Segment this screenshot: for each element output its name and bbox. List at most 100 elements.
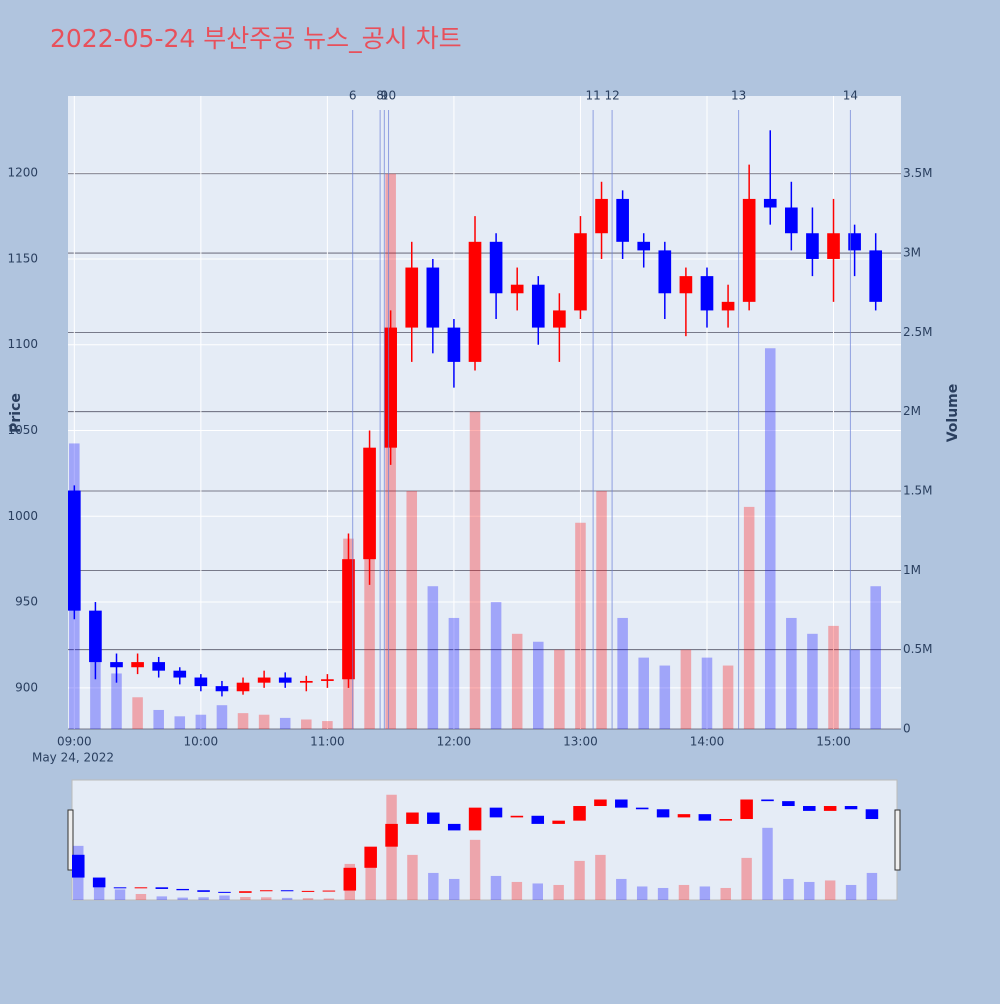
slider-volume [553,884,564,900]
candle-body [700,276,714,311]
slider-candle [594,799,607,807]
volume-bar [870,586,881,729]
slider-candle [447,823,461,831]
slider-volume [762,827,773,900]
slider-candle [510,815,524,818]
volume-bar [153,709,164,729]
slider-volume [407,854,418,900]
volume-bar [849,649,860,729]
candle-body [257,677,271,683]
slider-candle [113,887,127,889]
slider-candle [322,890,336,892]
x-tick-label: 15:00 [816,735,851,749]
slider-volume [448,878,460,900]
volume-bar [701,657,713,729]
slider-candle [635,807,649,810]
range-handle[interactable] [894,809,901,871]
x-tick-label: 10:00 [184,735,219,749]
volume-bar [279,717,291,729]
range-handle[interactable] [67,809,74,871]
slider-candle [406,812,419,824]
slider-candle [719,819,732,821]
slider-candle [134,887,148,889]
slider-volume [156,896,168,900]
slider-candle [677,814,691,818]
slider-candle [364,846,377,868]
slider-volume [365,851,376,900]
candle-body [742,198,756,302]
slider-candle [92,877,106,888]
candle-body [447,327,461,362]
candle-body [299,680,313,683]
candle-body [89,610,102,663]
y2-tick-label: 1.5M [903,484,932,498]
candle-body [468,241,482,362]
candle-body [236,682,250,692]
candle-body [510,284,524,294]
slider-candle [844,806,858,810]
slider-volume [302,898,314,900]
slider-candle [176,888,189,891]
candle-body [827,233,840,259]
slider-volume [135,893,147,900]
candle-body [321,679,334,681]
slider-candle [782,801,795,807]
slider-candle [531,815,545,824]
candle-body [806,233,819,259]
volume-bar [132,697,143,729]
candle-body [869,250,883,302]
y-tick-label: 1200 [7,166,38,180]
plot-area [68,96,901,729]
annotation-label: 14 [843,89,858,103]
range-slider[interactable] [71,779,898,901]
candle-body [405,267,419,328]
volume-bar [237,713,249,729]
volume-bar [722,665,734,729]
slider-candle [72,854,85,878]
volume-bar [743,506,755,729]
slider-candle [615,799,628,808]
slider-volume [678,884,690,900]
candle-body [173,670,187,678]
slider-volume [177,897,188,900]
candle-body [426,267,440,328]
candle-body [152,662,166,671]
y-tick-label: 900 [15,680,38,694]
slider-volume [428,872,439,900]
volume-bar [786,617,797,729]
slider-volume [616,878,627,900]
volume-bar [680,649,692,729]
slider-candle [740,799,753,820]
slider-candle [573,806,586,821]
volume-bar [596,491,607,729]
slider-volume [469,839,481,900]
y2-tick-label: 3M [903,246,921,260]
annotation-label: 11 [585,89,600,103]
candle-body [531,284,545,328]
annotation-label: 6 [349,89,357,103]
slider-volume [511,881,523,900]
y2-axis-title: Volume [945,384,961,443]
chart-title: 2022-05-24 부산주공 뉴스_공시 차트 [50,24,462,53]
volume-bar [195,714,207,729]
slider-volume [866,872,878,900]
candle-body [278,677,292,683]
annotation-label: 9 [381,89,389,103]
candle-body [110,662,123,668]
slider-volume [219,895,230,900]
slider-candle [803,806,816,811]
x-date-label: May 24, 2022 [32,751,114,765]
annotation-label: 13 [731,89,746,103]
slider-volume [198,897,209,900]
slider-volume [281,897,293,900]
annotation-label: 12 [604,89,619,103]
volume-bar [554,649,565,729]
candle-body [553,310,566,328]
slider-volume [532,883,543,900]
candle-body [489,241,503,294]
y2-tick-label: 1M [903,563,921,577]
slider-candle [218,891,231,893]
x-tick-label: 09:00 [57,735,92,749]
y-tick-label: 1100 [7,337,38,351]
